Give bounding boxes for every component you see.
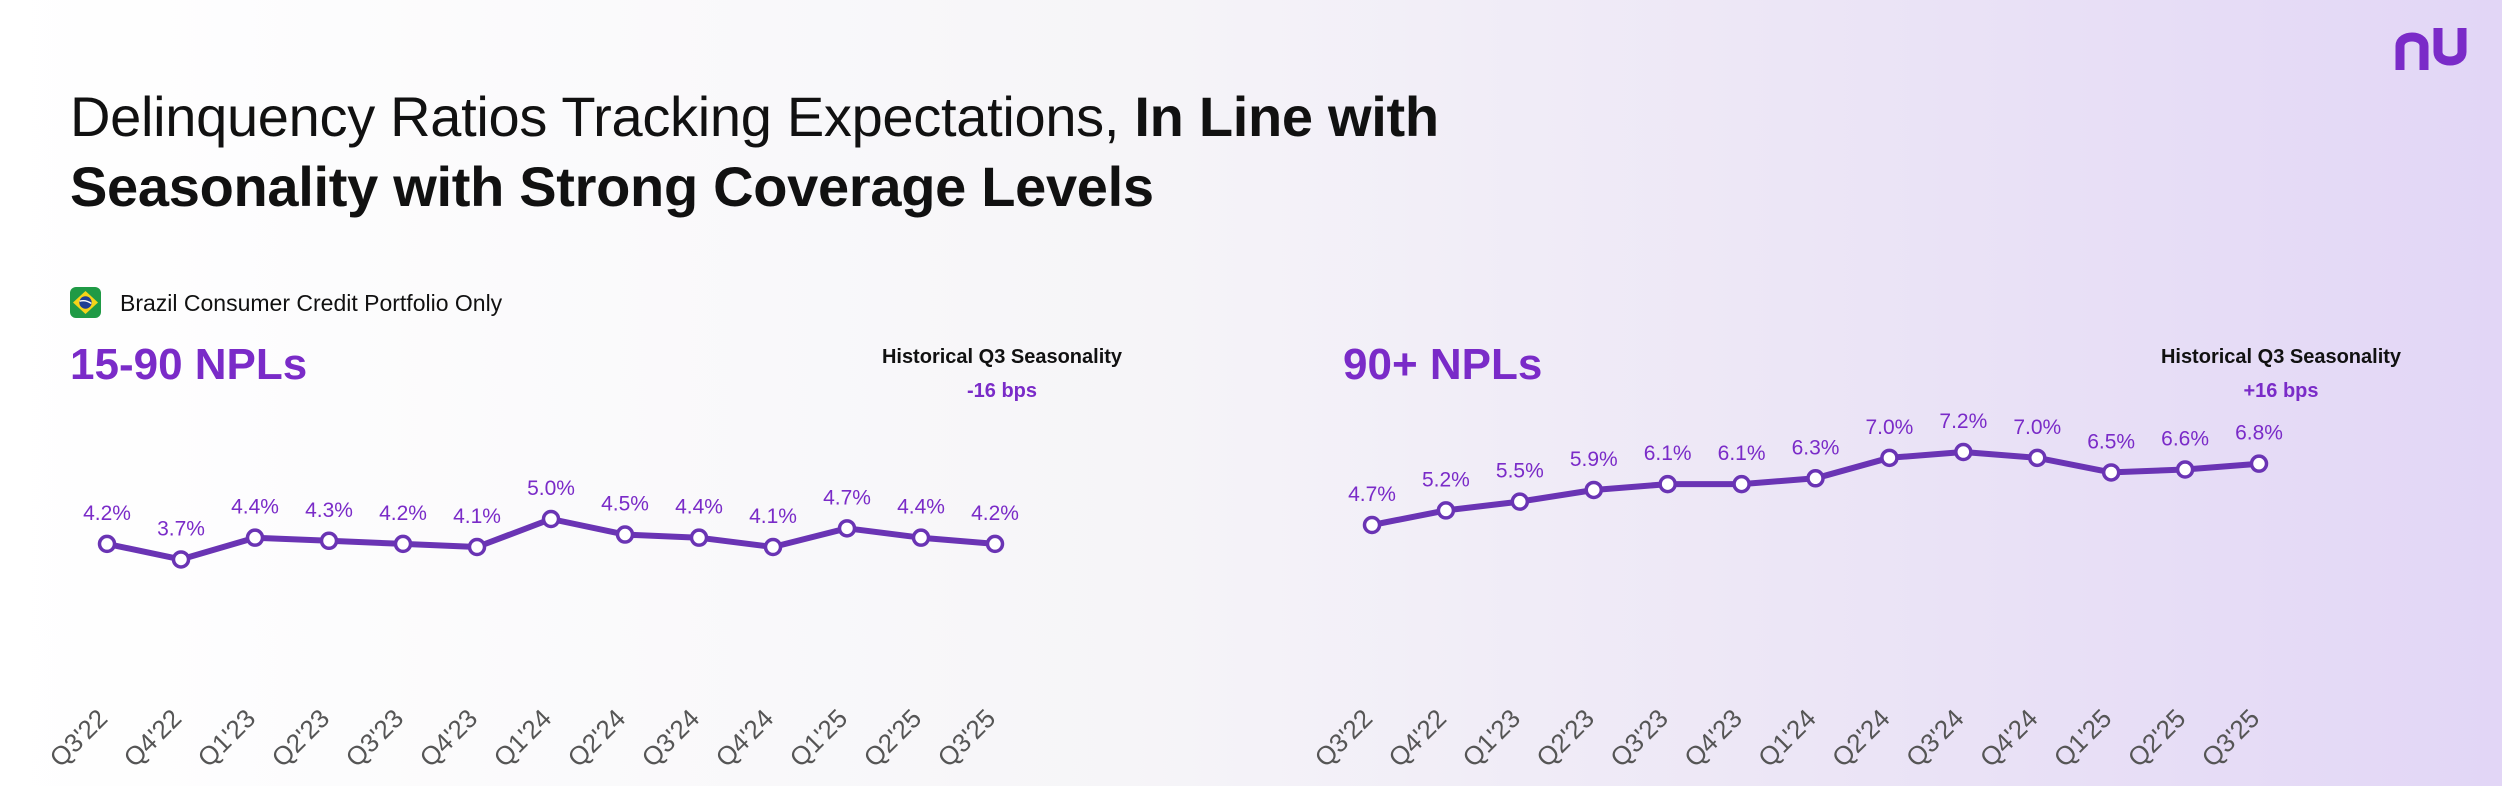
data-label: 4.1% xyxy=(749,505,797,528)
x-tick-label: Q2'24 xyxy=(1826,703,1896,773)
data-point xyxy=(467,537,487,557)
data-label: 5.2% xyxy=(1422,468,1470,491)
data-point xyxy=(615,525,635,544)
portfolio-subtitle: Brazil Consumer Credit Portfolio Only xyxy=(120,290,503,316)
x-tick-label: Q1'24 xyxy=(1752,703,1822,773)
data-point xyxy=(2028,448,2047,468)
chart-title-90-plus-npls: 90+ NPLs xyxy=(1343,340,1543,389)
data-label: 4.2% xyxy=(971,502,1019,525)
data-point xyxy=(2101,463,2121,482)
data-point xyxy=(393,534,413,554)
title-bold-1: In Line with xyxy=(1134,85,1439,148)
x-tick-label: Q3'25 xyxy=(2196,703,2266,773)
x-tick-label: Q3'24 xyxy=(636,703,706,773)
data-point xyxy=(1436,501,1456,520)
data-label: 4.2% xyxy=(83,502,131,525)
seasonality-value: +16 bps xyxy=(2243,380,2319,402)
x-tick-label: Q4'23 xyxy=(1678,703,1748,773)
x-tick-label: Q1'24 xyxy=(488,703,558,773)
data-label: 4.1% xyxy=(453,505,501,528)
data-label: 6.3% xyxy=(1792,436,1840,459)
data-label: 4.2% xyxy=(379,502,427,525)
x-tick-label: Q3'23 xyxy=(1604,703,1674,773)
data-label: 6.1% xyxy=(1718,442,1766,465)
x-tick-label: Q2'25 xyxy=(858,703,928,773)
x-tick-label: Q3'22 xyxy=(44,703,114,773)
data-label: 5.0% xyxy=(527,477,575,500)
data-point xyxy=(2175,460,2195,479)
x-tick-label: Q2'23 xyxy=(1530,703,1600,773)
data-point xyxy=(1806,469,1825,488)
data-label: 4.5% xyxy=(601,493,649,516)
data-label: 4.7% xyxy=(823,486,871,509)
x-tick-label: Q1'25 xyxy=(784,703,854,773)
chart-15-90: 4.2% Q3'22 3.7% Q4'22 4.4% Q1'23 4.3% Q2'23 4.2%… xyxy=(44,477,1019,773)
data-point xyxy=(97,534,117,554)
x-tick-label: Q4'22 xyxy=(118,703,188,773)
data-point xyxy=(171,550,191,569)
x-tick-label: Q1'23 xyxy=(192,703,262,773)
x-tick-label: Q3'23 xyxy=(340,703,410,773)
data-point xyxy=(837,519,857,538)
data-label: 6.5% xyxy=(2087,430,2135,453)
data-point xyxy=(985,534,1005,554)
data-label: 4.4% xyxy=(675,496,723,519)
title-regular: Delinquency Ratios Tracking Expectations… xyxy=(70,85,1120,148)
x-tick-label: Q2'25 xyxy=(2122,703,2192,773)
seasonality-label: Historical Q3 Seasonality xyxy=(2160,346,2402,368)
x-tick-label: Q4'24 xyxy=(710,703,780,773)
seasonality-annotation-90-plus: Historical Q3 Seasonality +16 bps xyxy=(2121,340,2441,408)
data-point xyxy=(763,537,783,557)
data-point xyxy=(689,528,709,547)
data-label: 5.9% xyxy=(1570,448,1618,471)
data-label: 4.3% xyxy=(305,499,353,522)
x-tick-label: Q3'22 xyxy=(1309,703,1379,773)
x-tick-label: Q2'24 xyxy=(562,703,632,773)
chart-title-15-90-npls: 15-90 NPLs xyxy=(70,340,308,389)
data-point xyxy=(1584,480,1603,500)
page-title: Delinquency Ratios Tracking Expectations… xyxy=(70,82,1570,222)
x-tick-label: Q3'24 xyxy=(1900,703,1970,773)
x-tick-label: Q1'23 xyxy=(1456,703,1526,773)
data-label: 7.0% xyxy=(2013,416,2061,439)
data-point xyxy=(1880,448,1899,468)
data-point xyxy=(319,531,339,551)
data-point xyxy=(245,528,265,547)
nubank-logo-icon xyxy=(2395,28,2467,70)
data-point xyxy=(911,528,931,547)
x-tick-label: Q1'25 xyxy=(2048,703,2118,773)
data-point xyxy=(1510,492,1530,511)
data-point xyxy=(541,509,561,529)
data-point xyxy=(1954,442,1973,462)
data-label: 7.2% xyxy=(1939,410,1987,433)
data-label: 6.6% xyxy=(2161,428,2209,451)
data-point xyxy=(1658,474,1677,494)
data-label: 4.7% xyxy=(1348,483,1396,506)
x-tick-label: Q3'25 xyxy=(932,703,1002,773)
data-label: 5.5% xyxy=(1496,460,1544,483)
x-tick-label: Q4'22 xyxy=(1382,703,1452,773)
data-point xyxy=(1362,515,1382,535)
data-label: 3.7% xyxy=(157,517,205,540)
seasonality-value: -16 bps xyxy=(966,380,1038,402)
seasonality-annotation-15-90: Historical Q3 Seasonality -16 bps xyxy=(842,340,1162,408)
data-label: 4.4% xyxy=(231,496,279,519)
seasonality-label: Historical Q3 Seasonality xyxy=(881,346,1123,368)
x-tick-label: Q4'24 xyxy=(1974,703,2044,773)
title-bold-2: Seasonality with Strong Coverage Levels xyxy=(70,155,1154,218)
x-tick-label: Q2'23 xyxy=(266,703,336,773)
data-point xyxy=(2249,454,2269,473)
data-point xyxy=(1732,474,1751,494)
data-label: 6.8% xyxy=(2235,422,2283,445)
chart-90-plus: 4.7% Q3'22 5.2% Q4'22 5.5% Q1'23 5.9% Q2'23 6.1%… xyxy=(1309,410,2283,773)
brazil-flag-icon xyxy=(70,287,101,318)
data-label: 7.0% xyxy=(1865,416,1913,439)
data-label: 4.4% xyxy=(897,496,945,519)
data-label: 6.1% xyxy=(1644,442,1692,465)
x-tick-label: Q4'23 xyxy=(414,703,484,773)
